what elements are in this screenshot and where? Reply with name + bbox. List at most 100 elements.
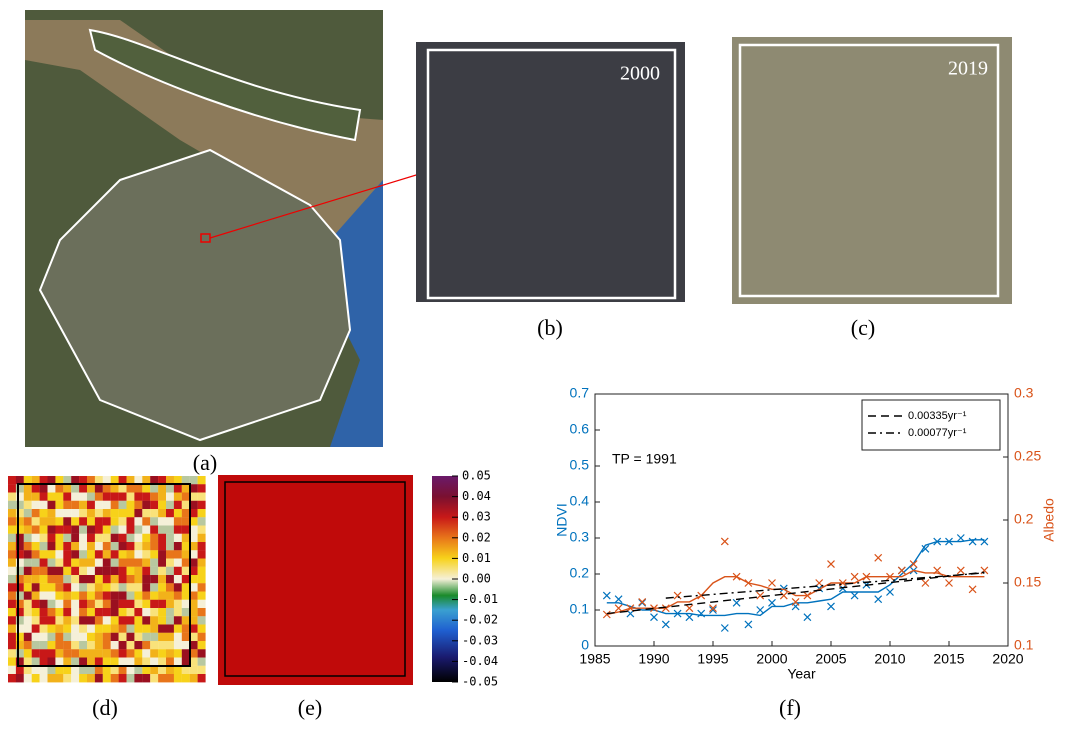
heatmap-cell <box>182 658 190 666</box>
heatmap-cell <box>150 666 158 674</box>
heatmap-cell <box>166 592 174 600</box>
heatmap-cell <box>158 567 166 575</box>
heatmap-cell <box>8 542 16 550</box>
heatmap-cell <box>142 526 150 534</box>
heatmap-cell <box>87 592 95 600</box>
heatmap-cell <box>40 534 48 542</box>
heatmap-cell <box>182 608 190 616</box>
heatmap-cell <box>127 526 135 534</box>
heatmap-cell <box>87 674 95 682</box>
x-tick-label: 1990 <box>638 651 669 667</box>
heatmap-cell <box>24 534 32 542</box>
heatmap-cell <box>158 592 166 600</box>
heatmap-cell <box>8 517 16 525</box>
heatmap-cell <box>8 641 16 649</box>
heatmap-cell <box>55 534 63 542</box>
heatmap-cell <box>150 575 158 583</box>
heatmap-cell <box>24 550 32 558</box>
colorbar-tick-label: 0.03 <box>462 510 491 524</box>
annotation: TP = 1991 <box>612 451 677 467</box>
heatmap-cell <box>174 616 182 624</box>
heatmap-cell <box>166 484 174 492</box>
heatmap-cell <box>48 608 56 616</box>
heatmap-cell <box>40 567 48 575</box>
heatmap-cell <box>198 666 206 674</box>
colorbar-tick-label: -0.03 <box>462 633 498 647</box>
heatmap-cell <box>127 567 135 575</box>
heatmap-cell <box>8 559 16 567</box>
heatmap-cell <box>95 674 103 682</box>
heatmap-cell <box>8 600 16 608</box>
heatmap-cell <box>150 600 158 608</box>
heatmap-cell <box>103 625 111 633</box>
heatmap-cell <box>87 493 95 501</box>
heatmap-cell <box>40 649 48 657</box>
heatmap-cell <box>158 583 166 591</box>
heatmap-cell <box>24 509 32 517</box>
heatmap-cell <box>127 559 135 567</box>
heatmap-cell <box>142 674 150 682</box>
heatmap-cell <box>63 501 71 509</box>
heatmap-cell <box>8 493 16 501</box>
heatmap-cell <box>48 649 56 657</box>
heatmap-cell <box>40 542 48 550</box>
heatmap-cell <box>63 526 71 534</box>
heatmap-cell <box>134 550 142 558</box>
heatmap-cell <box>103 484 111 492</box>
heatmap-cell <box>166 509 174 517</box>
heatmap-cell <box>166 583 174 591</box>
heatmap-cell <box>166 666 174 674</box>
heatmap-cell <box>103 658 111 666</box>
heatmap-cell <box>95 649 103 657</box>
heatmap-cell <box>40 633 48 641</box>
heatmap-cell <box>111 509 119 517</box>
heatmap-cell <box>174 526 182 534</box>
heatmap-cell <box>8 509 16 517</box>
heatmap-cell <box>103 583 111 591</box>
heatmap-cell <box>158 666 166 674</box>
heatmap-cell <box>182 542 190 550</box>
heatmap-cell <box>198 567 206 575</box>
heatmap-cell <box>103 641 111 649</box>
heatmap-cell <box>32 608 40 616</box>
heatmap-cell <box>55 616 63 624</box>
heatmap-cell <box>55 641 63 649</box>
heatmap-cell <box>158 542 166 550</box>
heatmap-cell <box>111 600 119 608</box>
heatmap-cell <box>79 567 87 575</box>
heatmap-cell <box>174 509 182 517</box>
heatmap-cell <box>103 517 111 525</box>
heatmap-cell <box>40 550 48 558</box>
heatmap-cell <box>55 666 63 674</box>
heatmap-cell <box>103 550 111 558</box>
heatmap-cell <box>127 534 135 542</box>
heatmap-cell <box>158 493 166 501</box>
heatmap-cell <box>71 575 79 583</box>
heatmap-cell <box>166 608 174 616</box>
heatmap-cell <box>55 575 63 583</box>
heatmap-cell <box>32 592 40 600</box>
heatmap-cell <box>95 625 103 633</box>
y-tick-label: 0 <box>581 637 589 653</box>
heatmap-cell <box>119 641 127 649</box>
heatmap-cell <box>32 633 40 641</box>
heatmap-cell <box>198 600 206 608</box>
heatmap-cell <box>182 592 190 600</box>
heatmap-cell <box>40 501 48 509</box>
heatmap-cell <box>142 666 150 674</box>
heatmap-cell <box>150 493 158 501</box>
heatmap-cell <box>24 600 32 608</box>
heatmap-cell <box>63 534 71 542</box>
heatmap-cell <box>24 616 32 624</box>
heatmap-cell <box>174 550 182 558</box>
heatmap-cell <box>32 616 40 624</box>
heatmap-cell <box>48 575 56 583</box>
heatmap-cell <box>32 649 40 657</box>
heatmap-cell <box>166 517 174 525</box>
heatmap-cell <box>166 567 174 575</box>
heatmap-cell <box>134 674 142 682</box>
heatmap-cell <box>166 633 174 641</box>
heatmap-cell <box>95 633 103 641</box>
heatmap-cell <box>48 600 56 608</box>
x-axis-label: Year <box>787 666 816 682</box>
